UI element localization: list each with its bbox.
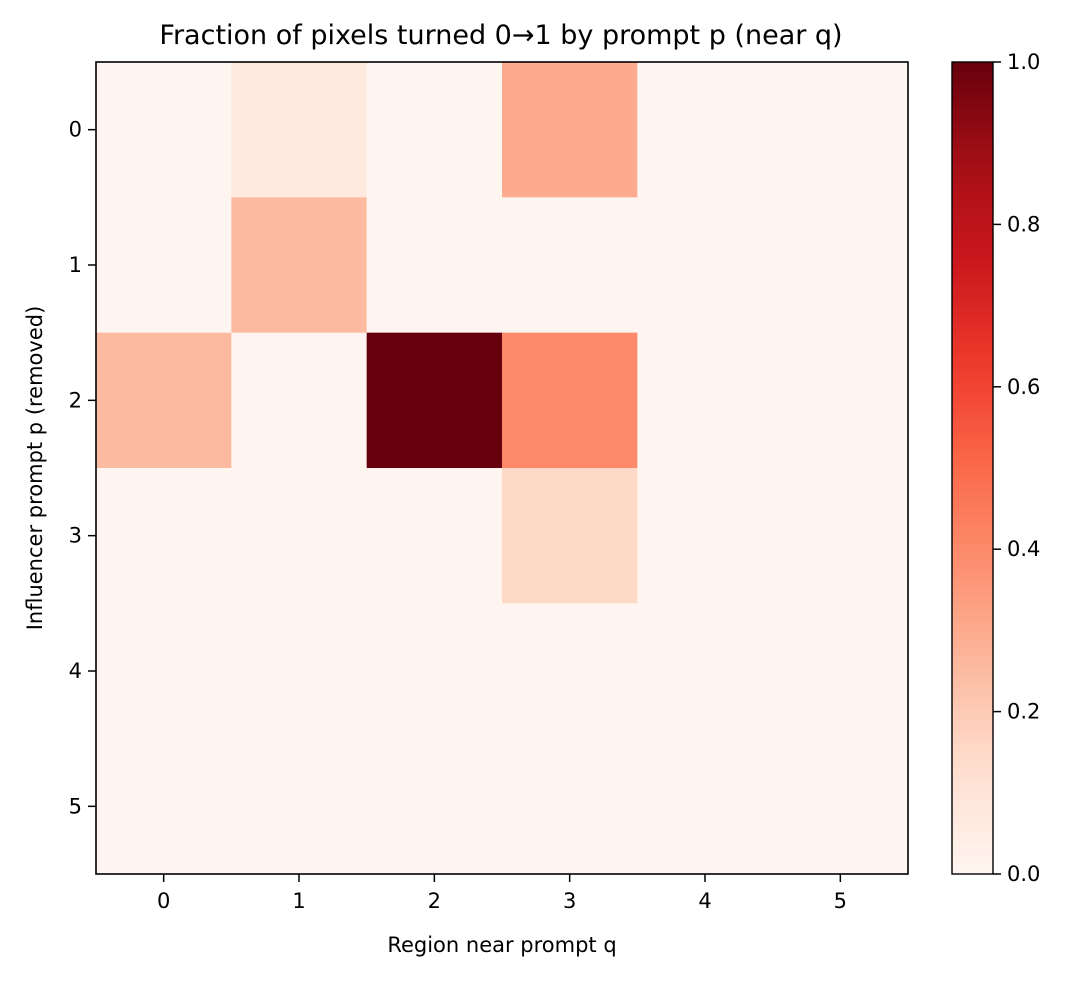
colorbar-tick-label-1.0: 1.0 bbox=[1007, 50, 1040, 74]
heatmap-cell-r0-c1 bbox=[231, 62, 368, 198]
heatmap-cell-r3-c4 bbox=[637, 468, 774, 604]
x-tick-label-3: 3 bbox=[563, 889, 576, 913]
heatmap-cell-r4-c5 bbox=[772, 603, 909, 740]
y-tick-label-0: 0 bbox=[69, 118, 82, 142]
heatmap-cell-r4-c4 bbox=[637, 603, 774, 740]
y-tick-label-3: 3 bbox=[69, 524, 82, 548]
colorbar-axis: 0.0 0.2 0.4 0.6 0.8 1.0 bbox=[993, 50, 1040, 886]
x-tick-label-2: 2 bbox=[428, 889, 441, 913]
y-axis-label: Influencer prompt p (removed) bbox=[23, 306, 47, 631]
heatmap-cell-r4-c0 bbox=[96, 603, 232, 740]
y-axis: 0 1 2 3 4 5 bbox=[69, 118, 96, 818]
heatmap-cells bbox=[96, 62, 909, 875]
colorbar-tick-label-0.0: 0.0 bbox=[1007, 862, 1040, 886]
heatmap-cell-r2-c5 bbox=[772, 332, 909, 469]
heatmap-cell-r0-c5 bbox=[772, 62, 909, 198]
x-tick-label-5: 5 bbox=[834, 889, 847, 913]
x-axis-label: Region near prompt q bbox=[387, 933, 616, 957]
plot-frame bbox=[95, 61, 909, 875]
heatmap-cell-r0-c0 bbox=[96, 62, 232, 198]
heatmap-cell-r5-c3 bbox=[502, 738, 638, 875]
heatmap-cell-r3-c5 bbox=[772, 468, 909, 604]
x-axis: 0 1 2 3 4 5 bbox=[157, 874, 847, 913]
heatmap-cell-r1-c4 bbox=[637, 197, 774, 334]
heatmap-cell-r0-c2 bbox=[366, 62, 503, 198]
x-tick-label-4: 4 bbox=[698, 889, 711, 913]
heatmap-cell-r3-c3 bbox=[502, 468, 638, 604]
heatmap-cell-r4-c2 bbox=[366, 603, 503, 740]
colorbar-tick-label-0.2: 0.2 bbox=[1007, 700, 1040, 724]
heatmap-cell-r3-c0 bbox=[96, 468, 232, 604]
y-tick-label-1: 1 bbox=[69, 253, 82, 277]
heatmap-cell-r4-c3 bbox=[502, 603, 638, 740]
heatmap-cell-r5-c2 bbox=[366, 738, 503, 875]
heatmap-cell-r4-c1 bbox=[231, 603, 368, 740]
heatmap-cell-r5-c1 bbox=[231, 738, 368, 875]
heatmap-cell-r2-c4 bbox=[637, 332, 774, 469]
x-tick-label-0: 0 bbox=[157, 889, 170, 913]
colorbar bbox=[951, 61, 994, 875]
colorbar-tick-label-0.8: 0.8 bbox=[1007, 212, 1040, 236]
heatmap-cell-r5-c0 bbox=[96, 738, 232, 875]
heatmap-cell-r1-c3 bbox=[502, 197, 638, 334]
chart-title: Fraction of pixels turned 0→1 by prompt … bbox=[159, 20, 842, 51]
y-tick-label-2: 2 bbox=[69, 388, 82, 412]
heatmap-cell-r0-c3 bbox=[502, 62, 638, 198]
heatmap-cell-r1-c5 bbox=[772, 197, 909, 334]
heatmap-cell-r3-c1 bbox=[231, 468, 368, 604]
heatmap-cell-r2-c0 bbox=[96, 332, 232, 469]
y-tick-label-4: 4 bbox=[69, 659, 82, 683]
colorbar-tick-label-0.4: 0.4 bbox=[1007, 537, 1040, 561]
heatmap-cell-r1-c1 bbox=[231, 197, 368, 334]
heatmap-cell-r1-c0 bbox=[96, 197, 232, 334]
heatmap-cell-r1-c2 bbox=[366, 197, 503, 334]
heatmap-cell-r2-c2 bbox=[366, 332, 503, 469]
heatmap-cell-r3-c2 bbox=[366, 468, 503, 604]
heatmap-cell-r2-c1 bbox=[231, 332, 368, 469]
y-tick-label-5: 5 bbox=[69, 794, 82, 818]
colorbar-tick-label-0.6: 0.6 bbox=[1007, 375, 1040, 399]
heatmap-cell-r5-c5 bbox=[772, 738, 909, 875]
heatmap-cell-r5-c4 bbox=[637, 738, 774, 875]
x-tick-label-1: 1 bbox=[292, 889, 305, 913]
heatmap-cell-r0-c4 bbox=[637, 62, 774, 198]
heatmap-cell-r2-c3 bbox=[502, 332, 638, 469]
